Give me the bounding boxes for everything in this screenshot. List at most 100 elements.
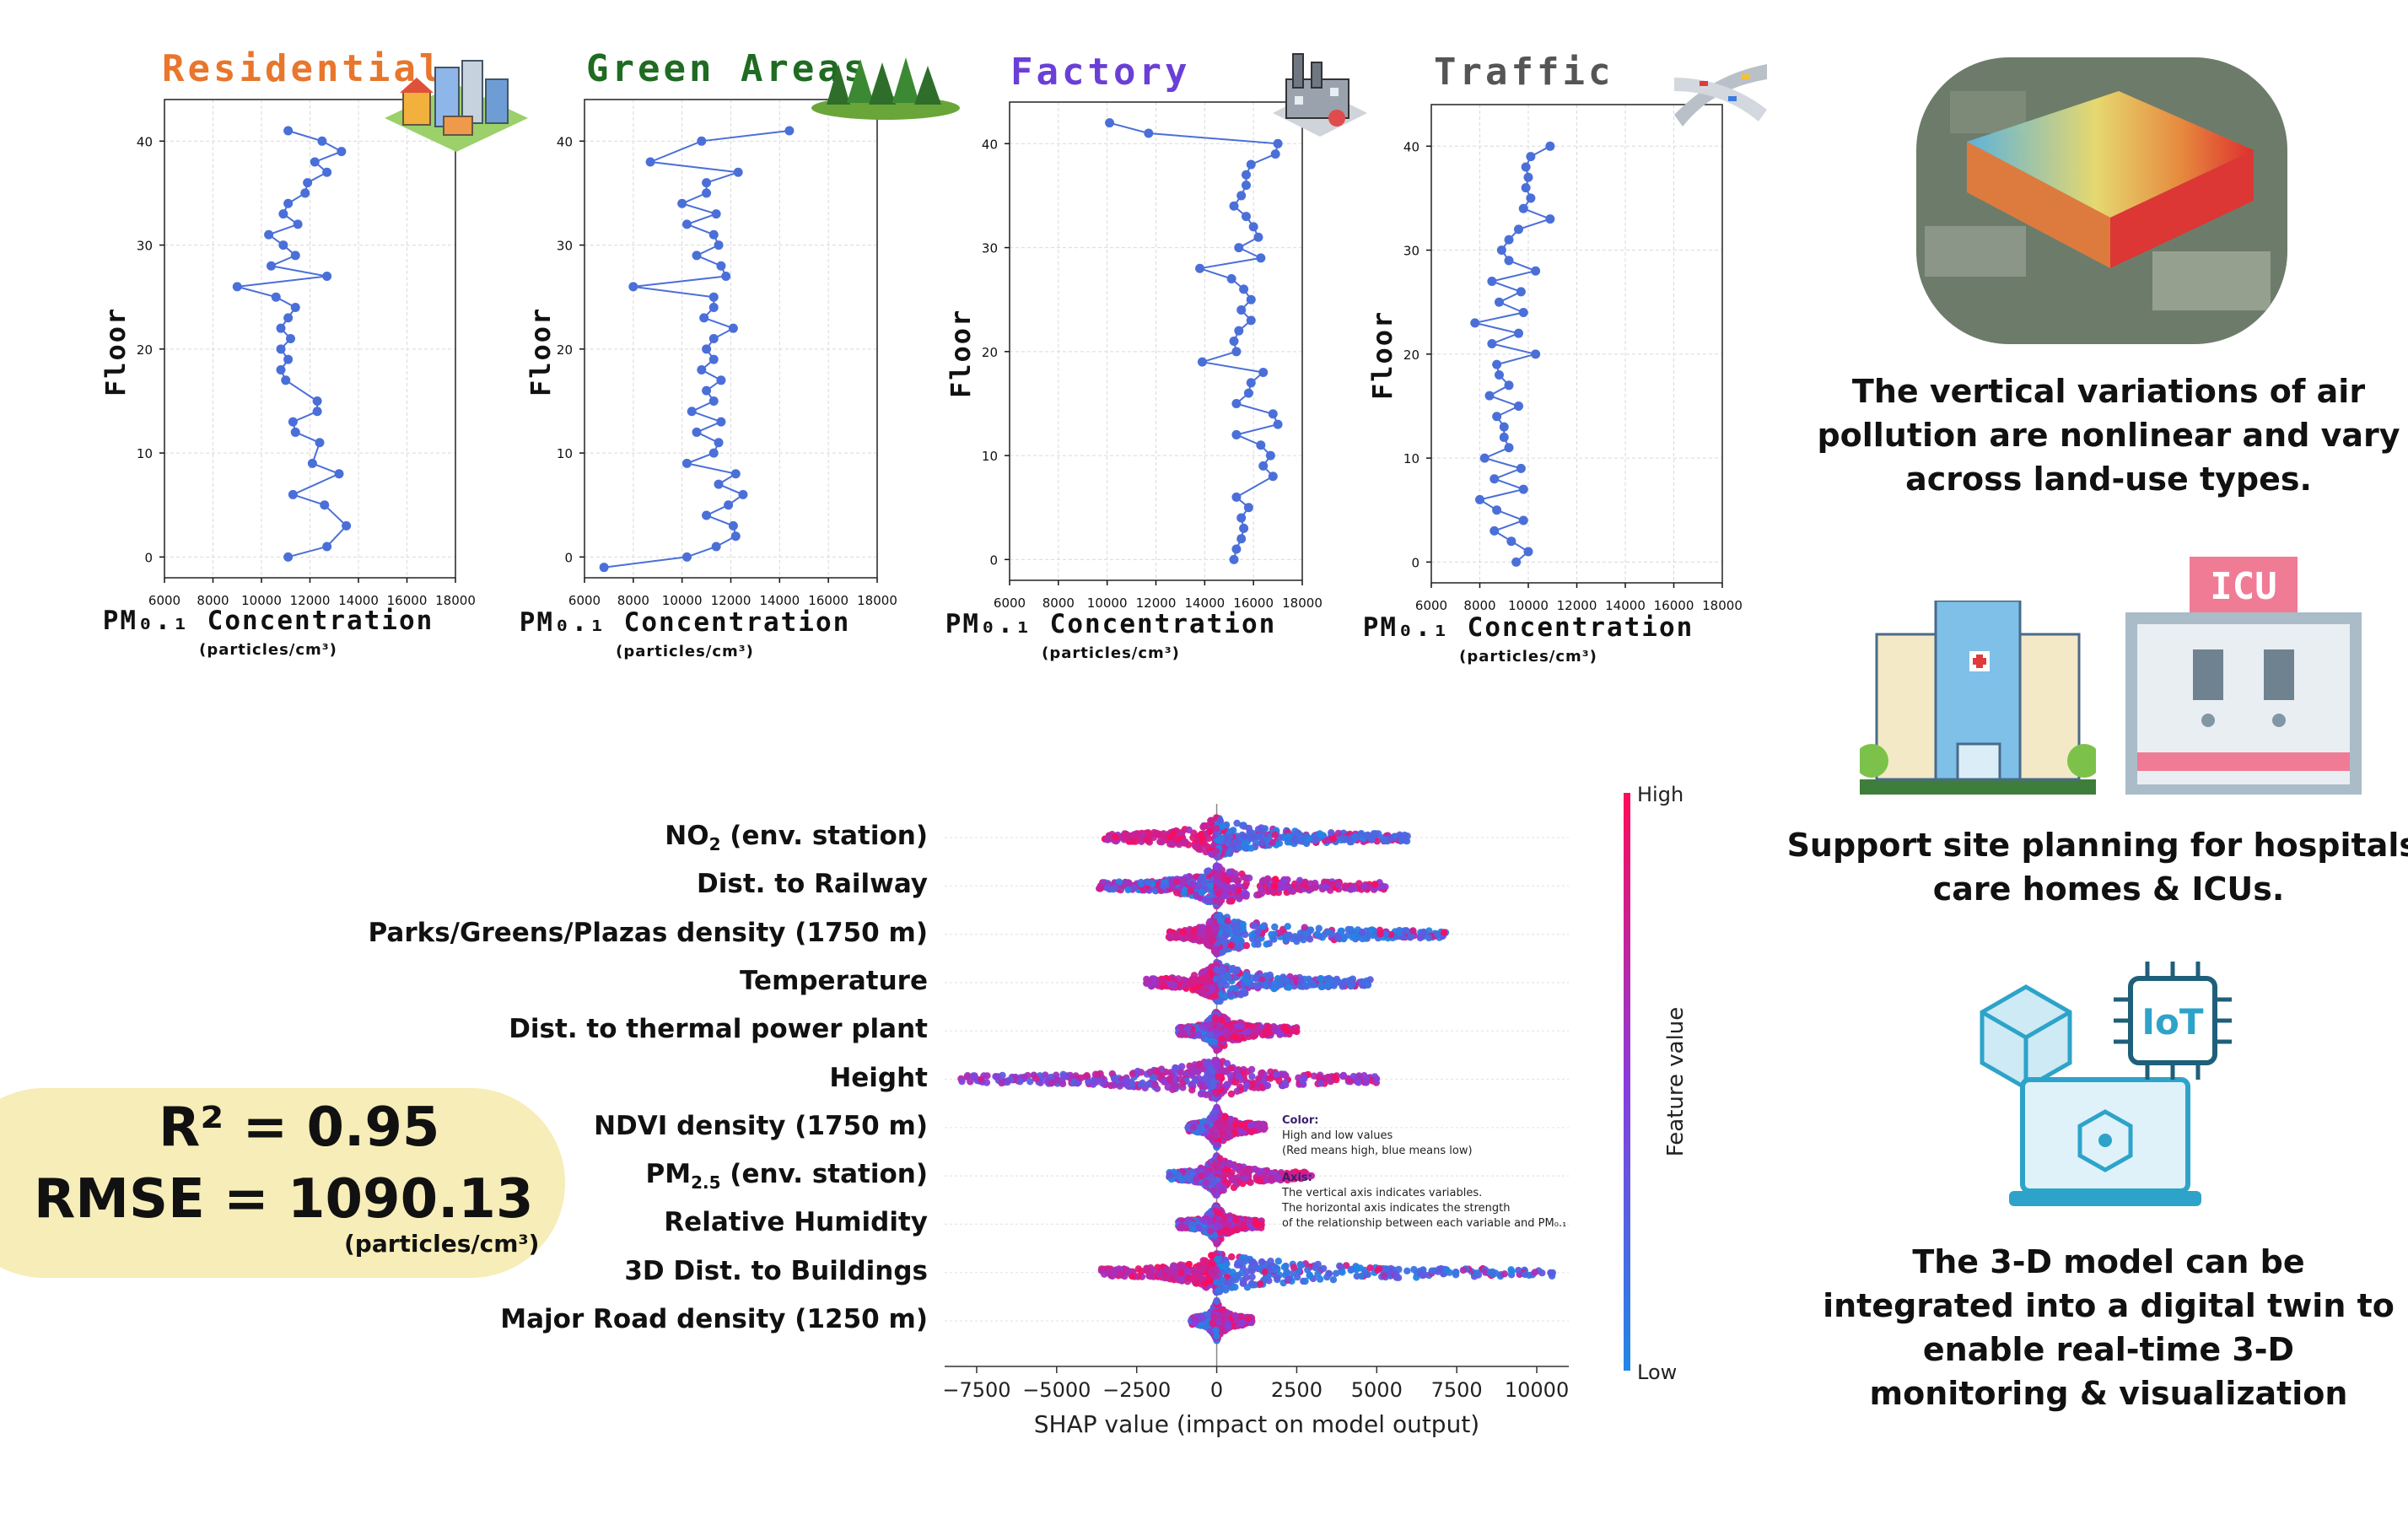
shap-point [1266,1075,1274,1082]
shap-point [1233,1087,1241,1095]
shap-point [1215,889,1222,897]
shap-point [1263,876,1271,885]
shap-point [1248,931,1256,939]
data-point [283,354,294,364]
shap-point [1199,823,1207,831]
shap-point [1261,825,1269,833]
x-tick-label: 16000 [1233,595,1274,611]
shap-point [1226,897,1233,905]
shap-point [978,1075,985,1083]
y-tick-label: 0 [144,550,153,565]
data-point [728,520,738,531]
shap-point [1409,927,1417,935]
data-point [1239,523,1249,533]
x-tick-label: 14000 [338,593,379,608]
data-point [283,313,294,323]
shap-point [1213,824,1220,833]
shap-point [1115,878,1123,886]
shap-point [1209,1068,1216,1075]
shap-point [1301,982,1309,989]
data-point [1258,461,1269,471]
data-point [681,219,692,229]
shap-point [1339,835,1348,843]
shap-point [1319,832,1327,839]
shap-point [1255,1120,1263,1128]
shap-point [1203,1179,1210,1187]
data-point [721,272,731,282]
shap-point [1137,1080,1145,1089]
data-point [1511,557,1522,567]
data-point [300,188,310,198]
shap-point [1317,974,1325,983]
shap-point [1258,890,1266,897]
shap-point [1160,830,1167,838]
shap-point [1180,838,1188,846]
shap-point [1205,930,1213,938]
shap-point [1271,923,1279,931]
data-point [1236,513,1247,523]
shap-point [1172,930,1180,938]
shap-point [1150,1074,1157,1081]
shap-point [1205,1032,1214,1039]
shap-point [1250,833,1258,841]
x-axis-unit-green: (particles/cm³) [616,643,754,660]
highway-icon [1674,64,1767,127]
shap-point [1306,926,1315,934]
data-point [334,469,344,479]
shap-point [1291,933,1299,940]
data-point [1105,118,1115,128]
x-tick-label: 8000 [617,593,649,608]
data-point [1231,429,1242,439]
shap-point [1137,880,1145,888]
data-point [711,542,721,552]
data-point [687,407,697,417]
shap-point [1231,870,1239,877]
data-point [1236,305,1247,315]
shap-point [1032,1075,1040,1082]
data-point [1492,412,1502,422]
shap-point [1213,1103,1220,1112]
shap-point [1090,1077,1098,1086]
data-point [1526,152,1536,162]
shap-point [1226,990,1234,998]
data-point [290,427,300,437]
shap-point [1247,844,1255,852]
data-point [278,240,288,251]
shap-point [1214,998,1221,1005]
shap-point [1099,879,1107,886]
y-tick-label: 10 [137,446,153,461]
shap-point [1204,1167,1211,1176]
x-tick-label: 6000 [1415,598,1447,613]
data-point [290,303,300,313]
data-point [1518,203,1528,213]
shap-point [958,1077,966,1086]
shap-point [1189,1124,1198,1131]
data-point [708,229,719,240]
shap-point [1241,889,1248,897]
shap-point [1221,1133,1229,1140]
panel-title-green-areas: Green Areas [586,47,870,90]
shap-point [1112,884,1119,892]
shap-point [1355,1079,1362,1086]
shap-point [1283,932,1290,940]
shap-point [1270,935,1278,943]
data-point [697,364,707,375]
forest-icon [811,57,960,120]
shap-point [1218,1016,1226,1024]
data-point [1268,409,1278,419]
shap-point [1129,1080,1136,1088]
data-point [1484,391,1495,401]
shap-point [1203,1060,1210,1068]
data-point [1514,328,1523,338]
x-axis-label-factory: PM₀.₁ Concentration [945,609,1277,639]
shap-point [1212,1014,1220,1021]
shap-point [1242,874,1250,882]
shap-point [1242,930,1249,939]
data-point [1531,349,1541,359]
shap-point [1334,933,1342,941]
shap-point [1184,1024,1192,1032]
data-point [1231,492,1242,502]
shap-point [1236,989,1244,998]
shap-point [1219,967,1226,975]
shap-point [1144,878,1152,886]
